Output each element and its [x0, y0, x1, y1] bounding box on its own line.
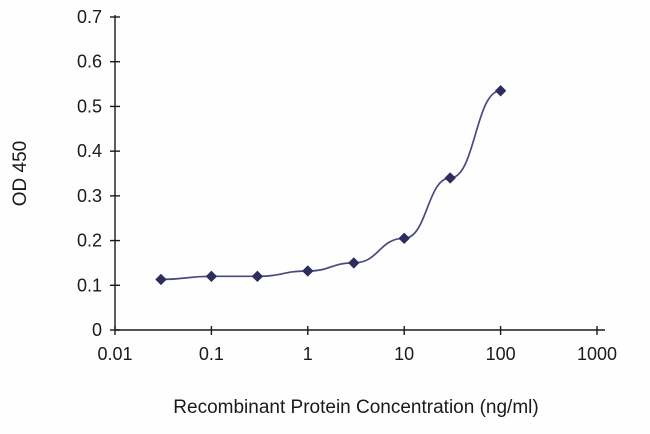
- data-point-marker: [155, 273, 167, 286]
- y-tick-label: 0.4: [77, 141, 102, 161]
- y-tick-label: 0.2: [77, 231, 102, 251]
- x-tick-label: 1000: [577, 344, 617, 364]
- y-tick-label: 0: [92, 320, 102, 340]
- x-tick-label: 10: [394, 344, 414, 364]
- x-tick-label: 1: [303, 344, 313, 364]
- series-line: [160, 89, 501, 281]
- y-tick-label: 0.6: [77, 52, 102, 72]
- y-axis-label: OD 450: [10, 141, 31, 206]
- x-axis-label: Recombinant Protein Concentration (ng/ml…: [173, 397, 538, 418]
- data-point-marker: [348, 257, 360, 269]
- y-tick-label: 0.1: [77, 275, 102, 295]
- data-point-marker: [205, 270, 218, 283]
- y-tick-label: 0.7: [77, 7, 102, 27]
- data-point-marker: [302, 265, 314, 277]
- x-tick-label: 0.1: [199, 344, 224, 364]
- data-point-marker: [251, 270, 264, 283]
- y-tick-label: 0.3: [77, 186, 102, 206]
- data-point-marker: [444, 172, 456, 184]
- data-point-marker: [494, 85, 507, 97]
- x-tick-label: 0.01: [97, 344, 132, 364]
- plot-generated-content: 0 0.1 0.2 0.3 0.4 0.5 0.6 0.7 0.01 0.1 1 10 100 1000: [77, 7, 617, 364]
- data-point-marker: [398, 232, 410, 245]
- y-tick-label: 0.5: [77, 96, 102, 116]
- x-tick-label: 100: [486, 344, 516, 364]
